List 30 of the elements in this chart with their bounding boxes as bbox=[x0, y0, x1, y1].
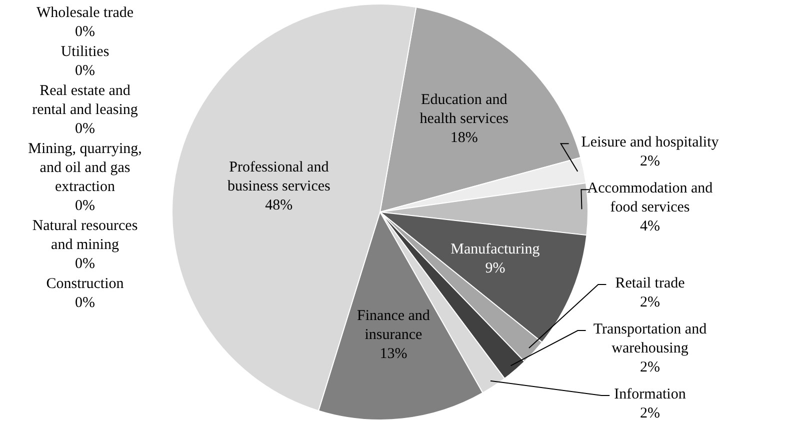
category-label: Mining, quarrying, and oil and gas extraction bbox=[28, 141, 142, 196]
slice-label: Accommodation and food services bbox=[587, 181, 714, 216]
category-label: Real estate and rental and leasing bbox=[32, 83, 138, 118]
text: 0% bbox=[75, 198, 95, 214]
data-label: 18% bbox=[450, 130, 478, 146]
data-label: 9% bbox=[485, 260, 506, 277]
data-label: 4% bbox=[640, 219, 660, 236]
category-label: Wholesale trade bbox=[36, 5, 134, 22]
data-label: 2% bbox=[640, 360, 660, 376]
data-label: 2% bbox=[640, 154, 660, 170]
data-label: 2% bbox=[640, 294, 660, 311]
category-label: Construction bbox=[46, 276, 124, 292]
slice-label: Professional and business services bbox=[227, 160, 331, 195]
text: 0% bbox=[75, 24, 95, 40]
slice-label: Education and health services bbox=[420, 92, 509, 128]
slice-label: Leisure and hospitality bbox=[581, 135, 720, 152]
slice-label: Manufacturing bbox=[450, 242, 540, 258]
text: 0% bbox=[75, 295, 95, 312]
category-label: Natural resources and mining bbox=[32, 218, 138, 254]
text: 0% bbox=[75, 121, 95, 138]
data-label: 13% bbox=[380, 346, 408, 363]
data-label: 2% bbox=[640, 406, 660, 422]
slice-label: Retail trade bbox=[615, 276, 686, 292]
slice-label: Transportation and warehousing bbox=[593, 322, 708, 357]
data-label: 48% bbox=[265, 198, 293, 214]
text: 0% bbox=[75, 256, 95, 272]
slice-label: Finance and insurance bbox=[357, 308, 430, 344]
category-label: Utilities bbox=[60, 44, 110, 60]
text: 0% bbox=[75, 63, 95, 80]
slice-label: Information bbox=[614, 386, 686, 403]
